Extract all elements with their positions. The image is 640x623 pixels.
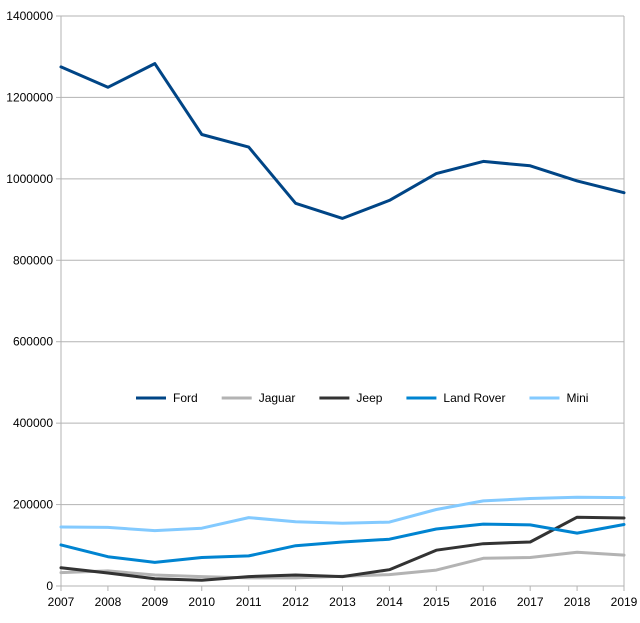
x-tick-label: 2011 <box>236 595 262 609</box>
x-tick-label: 2009 <box>141 595 168 609</box>
legend-label-mini: Mini <box>566 391 588 405</box>
x-tick-label: 2017 <box>517 595 544 609</box>
x-tick-label: 2007 <box>48 595 75 609</box>
legend-label-land-rover: Land Rover <box>443 391 505 405</box>
x-tick-label: 2015 <box>423 595 450 609</box>
y-tick-label: 400000 <box>13 416 53 430</box>
grid-lines <box>56 15 625 591</box>
x-tick-label: 2010 <box>188 595 215 609</box>
y-tick-label: 800000 <box>13 253 53 267</box>
legend-label-jeep: Jeep <box>356 391 382 405</box>
legend-item-land-rover: Land Rover <box>406 391 505 405</box>
x-tick-label: 2008 <box>95 595 122 609</box>
x-tick-label: 2014 <box>376 595 403 609</box>
y-tick-label: 0 <box>46 579 53 593</box>
x-tick-label: 2018 <box>564 595 591 609</box>
legend-label-jaguar: Jaguar <box>259 391 296 405</box>
x-tick-label: 2016 <box>470 595 497 609</box>
x-tick-label: 2012 <box>282 595 309 609</box>
x-axis-tick-labels: 2007 2008 2009 2010 2011 2012 2013 2014 2015 2016… <box>48 595 638 609</box>
legend-item-mini: Mini <box>529 391 588 405</box>
x-tick-label: 2013 <box>329 595 356 609</box>
y-axis-tick-labels: 0 200000 400000 600000 800000 1000000 1200000 1… <box>6 9 53 593</box>
legend-label-ford: Ford <box>173 391 198 405</box>
series-line-mini <box>59 495 626 533</box>
series-line-ford <box>59 62 626 220</box>
x-tick-label: 2019 <box>611 595 638 609</box>
legend-item-ford: Ford <box>136 391 198 405</box>
y-tick-label: 1200000 <box>6 90 53 104</box>
y-tick-label: 1000000 <box>6 172 53 186</box>
legend-item-jeep: Jeep <box>319 391 383 405</box>
y-tick-label: 200000 <box>13 498 53 512</box>
legend-item-jaguar: Jaguar <box>221 391 296 405</box>
legend: Ford Jaguar Jeep Land Rover Mini <box>136 391 588 405</box>
y-tick-label: 600000 <box>13 335 53 349</box>
series-line-jeep <box>59 515 626 582</box>
series-line-land-rover <box>59 522 626 564</box>
series-lines <box>59 62 626 582</box>
y-tick-label: 1400000 <box>6 9 53 23</box>
